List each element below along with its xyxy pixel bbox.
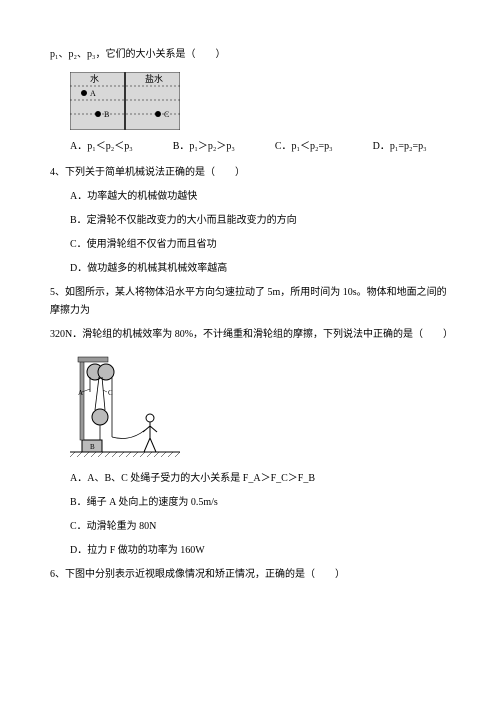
q4-B: B．定滑轮不仅能改变力的大小而且能改变力的方向 — [70, 212, 450, 230]
q6-stem: 6、下图中分别表示近视眼成像情况和矫正情况，正确的是（ ） — [50, 566, 450, 584]
figure-1: 水 盐水 A B C — [70, 72, 450, 130]
intro-line: p₁、p₂、p₃，它们的大小关系是（ ） — [50, 46, 450, 64]
opt-A: A．p₁＜p₂＜p₃ — [70, 138, 133, 156]
q5-D: D．拉力 F 做功的功率为 160W — [70, 542, 450, 560]
q-options-row: A．p₁＜p₂＜p₃ B．p₁＞p₂＞p₃ C．p₁＜p₂=p₃ D．p₁=p₂… — [70, 138, 450, 156]
fig2-B: B — [90, 443, 95, 451]
fig1-label-left: 水 — [90, 73, 99, 84]
q4-D: D．做功越多的机械其机械效率越高 — [70, 260, 450, 278]
fig1-label-right: 盐水 — [145, 73, 163, 84]
fig2-C: C — [108, 389, 113, 397]
q5-A: A．A、B、C 处绳子受力的大小关系是 F_A＞F_C＞F_B — [70, 470, 450, 488]
q5-C: C．动滑轮重为 80N — [70, 518, 450, 536]
q4-C: C．使用滑轮组不仅省力而且省功 — [70, 236, 450, 254]
fig1-C: C — [164, 110, 169, 119]
figure-2: B A C — [70, 352, 450, 462]
q5-stem2: 320N．滑轮组的机械效率为 80%，不计绳重和滑轮组的摩擦，下列说法中正确的是… — [50, 326, 450, 344]
q4-A: A．功率越大的机械做功越快 — [70, 188, 450, 206]
opt-C: C．p₁＜p₂=p₃ — [275, 138, 333, 156]
q5-stem1: 5、如图所示，某人将物体沿水平方向匀速拉动了 5m，所用时间为 10s。物体和地… — [50, 284, 450, 320]
q5-B: B．绳子 A 处向上的速度为 0.5m/s — [70, 494, 450, 512]
opt-B: B．p₁＞p₂＞p₃ — [173, 138, 235, 156]
fig2-A: A — [78, 389, 83, 397]
opt-D: D．p₁=p₂=p₃ — [373, 138, 427, 156]
fig1-A: A — [90, 89, 96, 98]
q4-stem: 4、下列关于简单机械说法正确的是（ ） — [50, 164, 450, 182]
fig1-B: B — [104, 110, 109, 119]
